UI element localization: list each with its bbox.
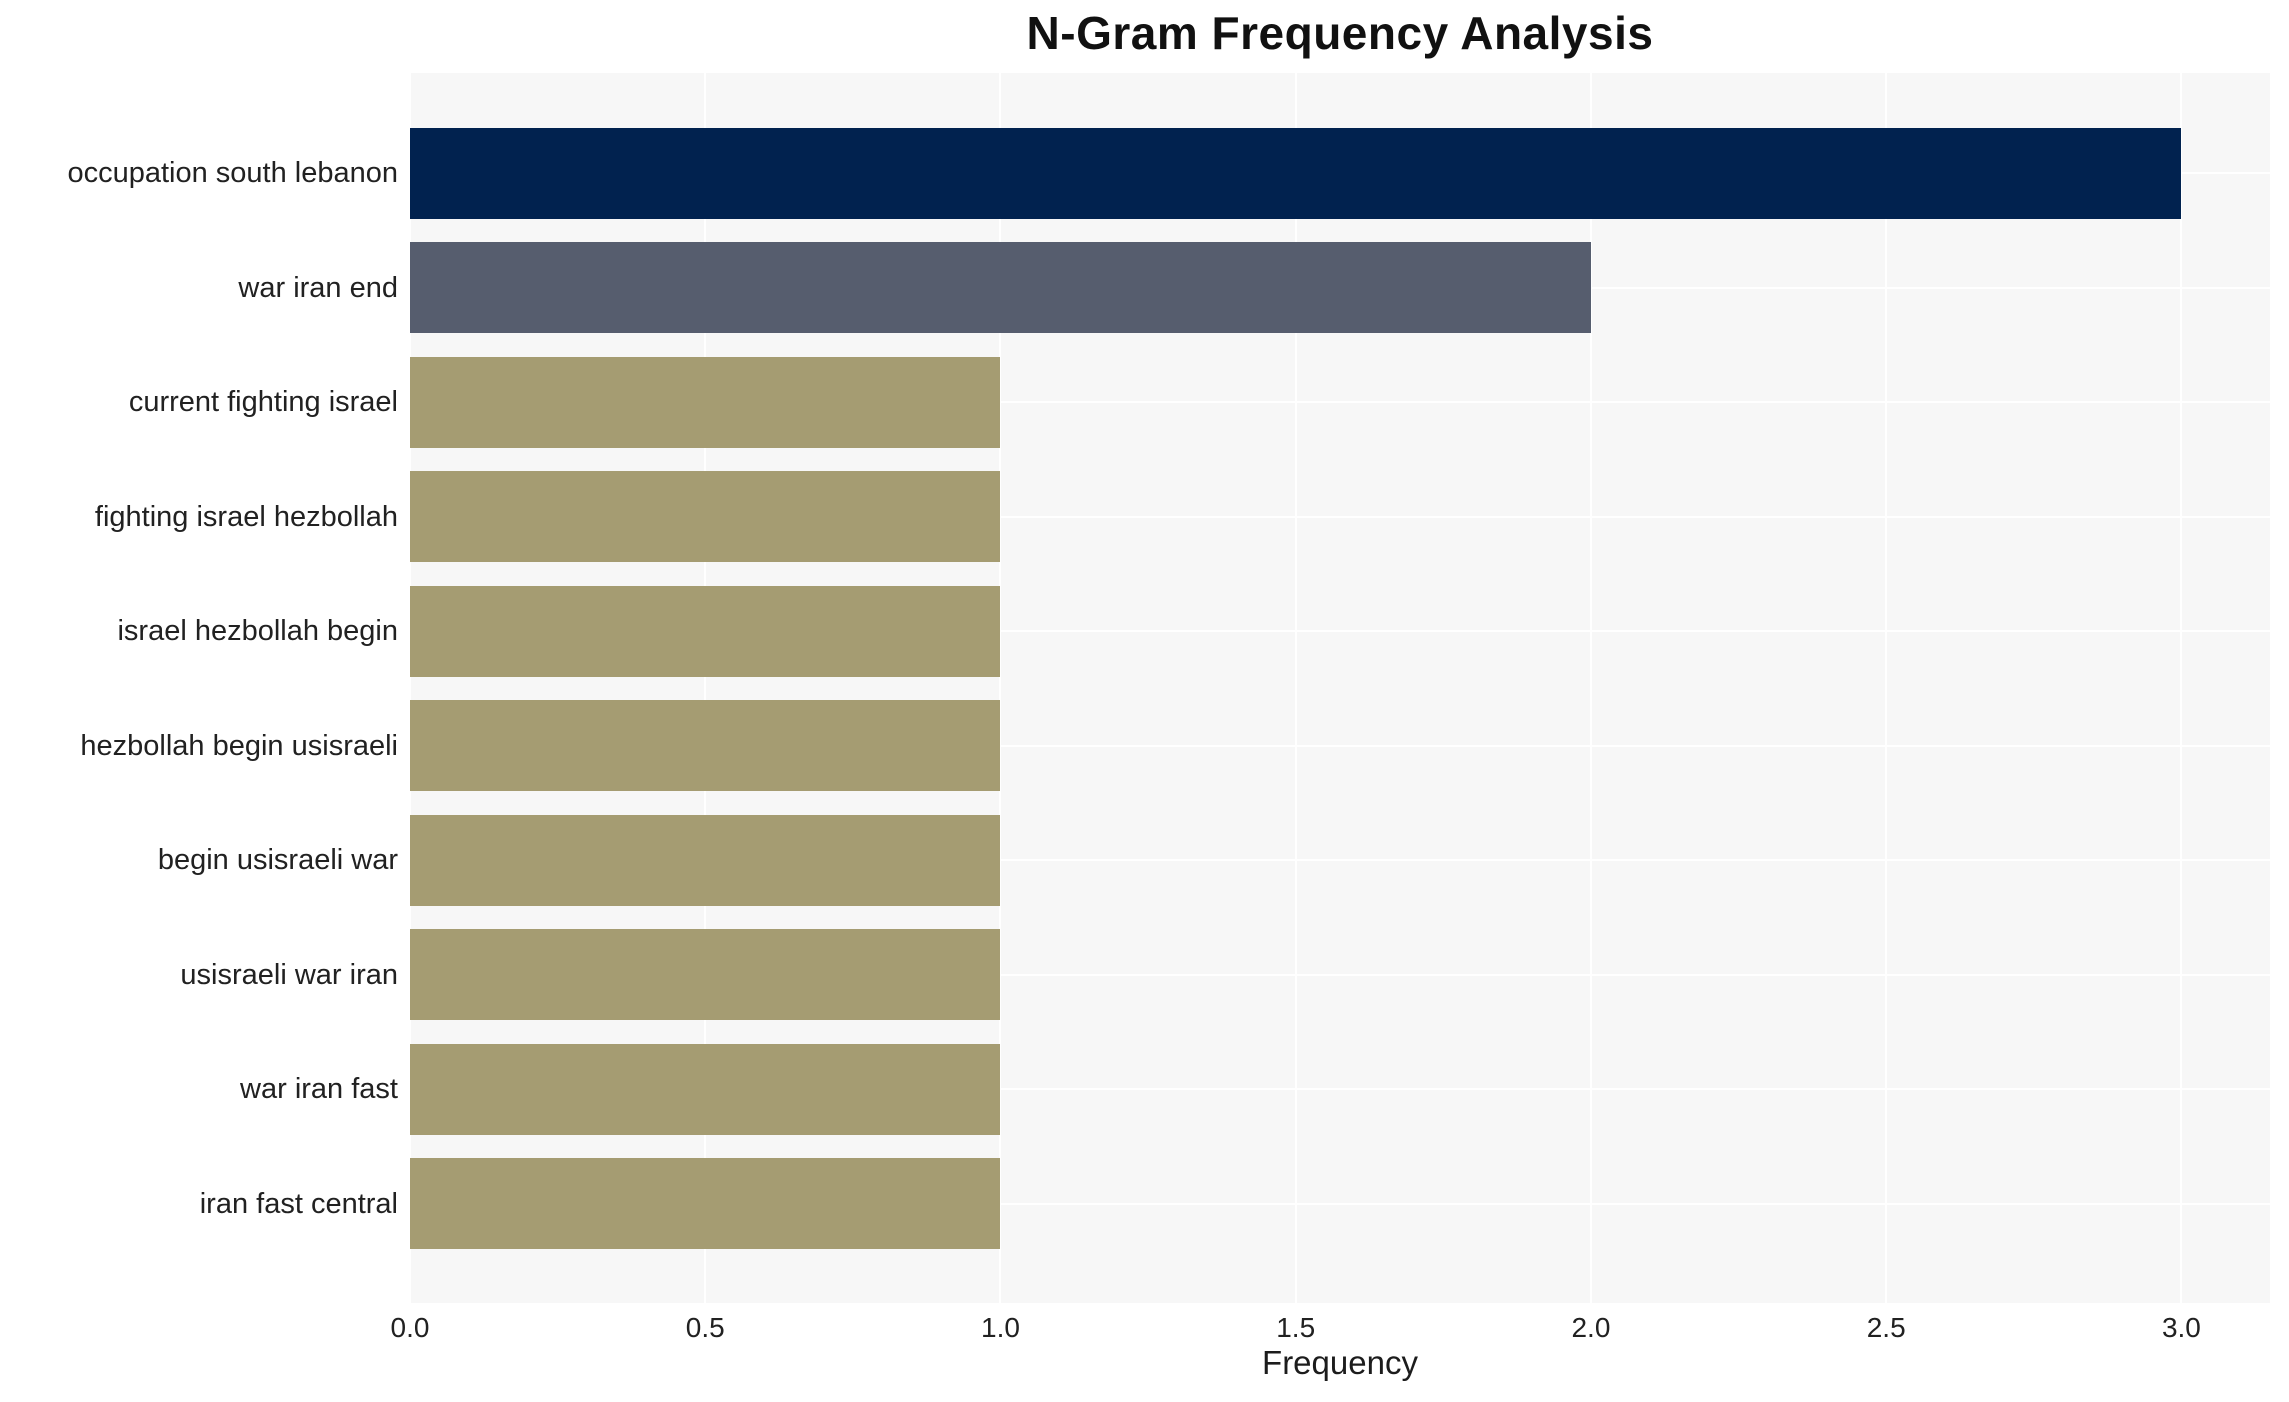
gridline-h [410, 1202, 2270, 1205]
bar [410, 929, 1001, 1020]
bar [410, 585, 1001, 677]
gridline-v [1294, 73, 1297, 1303]
x-axis-label: Frequency [1262, 1344, 1418, 1381]
bar [410, 700, 1001, 791]
y-category-label: iran fast central [199, 1187, 398, 1220]
y-category-label: war iran end [238, 271, 398, 304]
gridline-h [410, 630, 2270, 632]
gridline-v [1885, 73, 1888, 1303]
x-tick-label: 1.0 [981, 1312, 1020, 1343]
bar [410, 1158, 1001, 1249]
gridline-h [410, 859, 2270, 861]
gridline-v [999, 73, 1002, 1303]
y-category-label: begin usisraeli war [157, 844, 398, 876]
chart-title: N-Gram Frequency Analysis [1026, 7, 1654, 59]
gridline-h [410, 515, 2270, 518]
x-tick-label: 2.0 [1571, 1312, 1611, 1343]
y-category-label: war iran fast [240, 1073, 398, 1105]
bar [410, 127, 2182, 219]
y-category-label: usisraeli war iran [180, 958, 398, 991]
bar [410, 356, 1001, 448]
plot-area [410, 73, 2270, 1303]
y-category-label: hezbollah begin usisraeli [80, 729, 398, 762]
y-category-label: israel hezbollah begin [117, 615, 398, 647]
bar [410, 471, 1001, 562]
x-tick-label: 3.0 [2161, 1312, 2201, 1343]
y-category-label: fighting israel hezbollah [94, 500, 398, 533]
bar [410, 242, 1591, 333]
y-category-label: occupation south lebanon [67, 157, 398, 189]
x-tick-label: 2.5 [1866, 1312, 1906, 1343]
x-tick-label: 1.5 [1276, 1312, 1316, 1343]
x-tick-label: 0.0 [390, 1312, 430, 1343]
bar [410, 814, 1001, 906]
x-tick-label: 0.5 [685, 1312, 725, 1343]
gridline-v [410, 73, 411, 1303]
gridline-h [410, 1088, 2270, 1090]
gridline-v [1589, 73, 1592, 1303]
gridline-v [2180, 73, 2183, 1303]
y-category-label: current fighting israel [128, 386, 398, 418]
gridline-h [410, 744, 2270, 747]
gridline-v [704, 73, 707, 1303]
bar [410, 1043, 1001, 1135]
gridline-h [410, 973, 2270, 976]
gridline-h [410, 401, 2270, 403]
